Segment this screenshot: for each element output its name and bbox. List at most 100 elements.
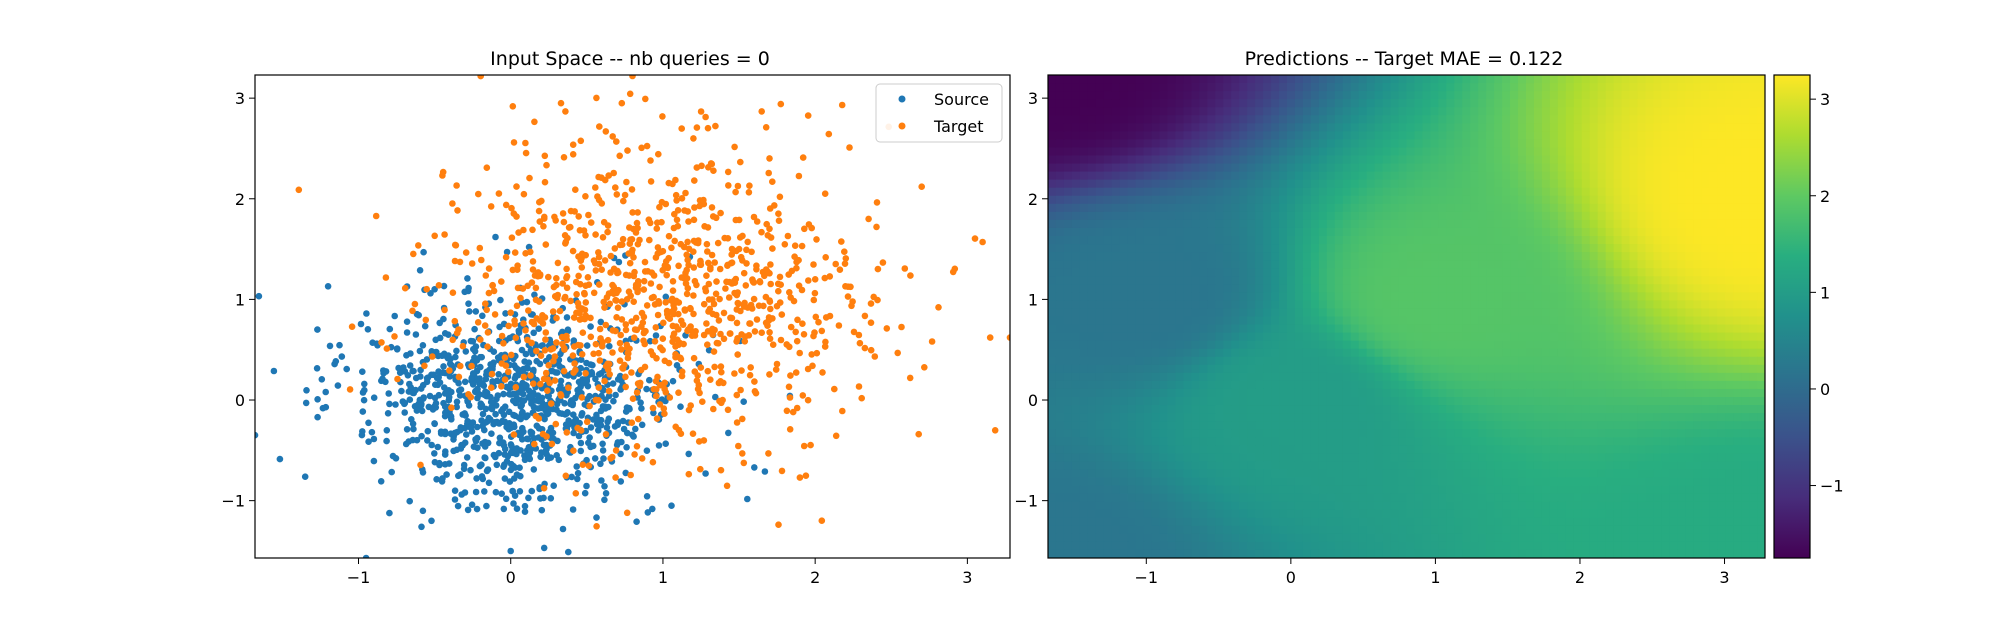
heatmap-cell bbox=[1302, 292, 1312, 301]
scatter-point-target bbox=[601, 304, 608, 311]
scatter-point-source bbox=[326, 342, 334, 350]
scatter-point-source bbox=[668, 502, 675, 510]
heatmap-cell bbox=[1597, 211, 1607, 221]
scatter-point-source bbox=[525, 443, 533, 451]
heatmap-cell bbox=[1717, 324, 1726, 334]
scatter-point-target bbox=[651, 338, 659, 345]
scatter-point-target bbox=[659, 266, 666, 274]
heatmap-cell bbox=[1597, 300, 1607, 310]
heatmap-cell bbox=[1223, 211, 1232, 221]
heatmap-cell bbox=[1103, 75, 1113, 84]
heatmap-cell bbox=[1382, 276, 1392, 285]
scatter-point-target bbox=[554, 259, 562, 267]
heatmap-cell bbox=[1677, 187, 1686, 197]
heatmap-cell bbox=[1167, 163, 1177, 173]
heatmap-cell bbox=[1717, 252, 1726, 261]
heatmap-cell bbox=[1565, 171, 1575, 181]
scatter-point-target bbox=[531, 118, 538, 126]
scatter-point-target bbox=[739, 257, 746, 264]
heatmap-cell bbox=[1557, 236, 1567, 245]
scatter-point-target bbox=[732, 188, 739, 196]
heatmap-cell bbox=[1685, 107, 1694, 116]
heatmap-cell bbox=[1541, 227, 1551, 237]
scatter-point-target bbox=[508, 234, 516, 241]
scatter-point-source bbox=[429, 406, 437, 413]
scatter-point-source bbox=[383, 427, 391, 434]
heatmap-cell bbox=[1741, 211, 1750, 221]
heatmap-cell bbox=[1175, 195, 1185, 205]
heatmap-cell bbox=[1071, 268, 1081, 277]
heatmap-cell bbox=[1430, 284, 1439, 293]
heatmap-cell bbox=[1597, 195, 1607, 205]
heatmap-cell bbox=[1350, 83, 1360, 92]
heatmap-cell bbox=[1526, 139, 1535, 149]
heatmap-cell bbox=[1685, 195, 1694, 205]
heatmap-cell bbox=[1374, 219, 1384, 229]
scatter-point-source bbox=[255, 292, 263, 300]
scatter-x-tick-label: 0 bbox=[506, 568, 516, 587]
scatter-point-target bbox=[743, 246, 750, 254]
heatmap-cell bbox=[1709, 284, 1718, 293]
heatmap-cell bbox=[1183, 260, 1192, 269]
heatmap-cell bbox=[1183, 131, 1192, 140]
heatmap-cell bbox=[1454, 155, 1463, 165]
heatmap-cell bbox=[1422, 75, 1431, 84]
heatmap-cell bbox=[1526, 75, 1535, 84]
heatmap-cell bbox=[1629, 147, 1639, 157]
heatmap-cell bbox=[1717, 244, 1726, 253]
scatter-point-target bbox=[822, 254, 829, 261]
scatter-point-source bbox=[319, 404, 327, 412]
heatmap-cell bbox=[1470, 131, 1479, 140]
heatmap-cell bbox=[1414, 131, 1424, 140]
scatter-point-source bbox=[471, 348, 479, 355]
scatter-point-target bbox=[623, 296, 631, 303]
scatter-point-source bbox=[498, 407, 505, 415]
scatter-point-source bbox=[662, 293, 670, 301]
heatmap-cell bbox=[1366, 107, 1376, 116]
heatmap-cell bbox=[1454, 292, 1463, 301]
scatter-point-target bbox=[745, 189, 753, 196]
heatmap-cell bbox=[1621, 244, 1631, 253]
heatmap-cell bbox=[1446, 276, 1455, 285]
scatter-point-target bbox=[724, 235, 732, 242]
heatmap-cell bbox=[1430, 83, 1439, 92]
heatmap-cell bbox=[1653, 155, 1663, 165]
scatter-point-target bbox=[740, 269, 748, 277]
scatter-point-target bbox=[616, 152, 623, 160]
heatmap-cell bbox=[1048, 163, 1057, 173]
heatmap-cell bbox=[1669, 163, 1678, 173]
heatmap-cell bbox=[1494, 300, 1503, 310]
scatter-point-target bbox=[520, 190, 528, 198]
heatmap-cell bbox=[1701, 260, 1710, 269]
heatmap-cell bbox=[1358, 332, 1368, 342]
heatmap-cell bbox=[1653, 268, 1663, 277]
heatmap-cell bbox=[1717, 91, 1726, 100]
heatmap-cell bbox=[1422, 308, 1431, 318]
scatter-point-source bbox=[614, 439, 622, 446]
heatmap-cell bbox=[1159, 211, 1169, 221]
heatmap-cell bbox=[1366, 179, 1376, 189]
heatmap-cell bbox=[1406, 187, 1416, 197]
heatmap-cell bbox=[1398, 300, 1408, 310]
scatter-point-target bbox=[871, 353, 879, 360]
heatmap-cell bbox=[1111, 236, 1121, 245]
heatmap-cell bbox=[1271, 107, 1280, 116]
heatmap-cell bbox=[1079, 332, 1089, 342]
heatmap-cell bbox=[1422, 276, 1431, 285]
heatmap-cell bbox=[1119, 252, 1129, 261]
heatmap-cell bbox=[1326, 252, 1336, 261]
heatmap-cell bbox=[1302, 276, 1312, 285]
scatter-point-target bbox=[681, 307, 689, 314]
scatter-point-target bbox=[673, 216, 681, 224]
heatmap-cell bbox=[1374, 99, 1384, 108]
scatter-point-target bbox=[775, 521, 782, 528]
heatmap-cell bbox=[1685, 300, 1694, 310]
heatmap-cell bbox=[1613, 324, 1623, 334]
heatmap-cell bbox=[1725, 195, 1734, 205]
heatmap-cell bbox=[1239, 236, 1248, 245]
heatmap-cell bbox=[1470, 252, 1479, 261]
scatter-point-target bbox=[808, 224, 815, 232]
heatmap-cell bbox=[1709, 99, 1718, 108]
scatter-point-target bbox=[703, 240, 711, 248]
heatmap-cell bbox=[1111, 268, 1121, 277]
